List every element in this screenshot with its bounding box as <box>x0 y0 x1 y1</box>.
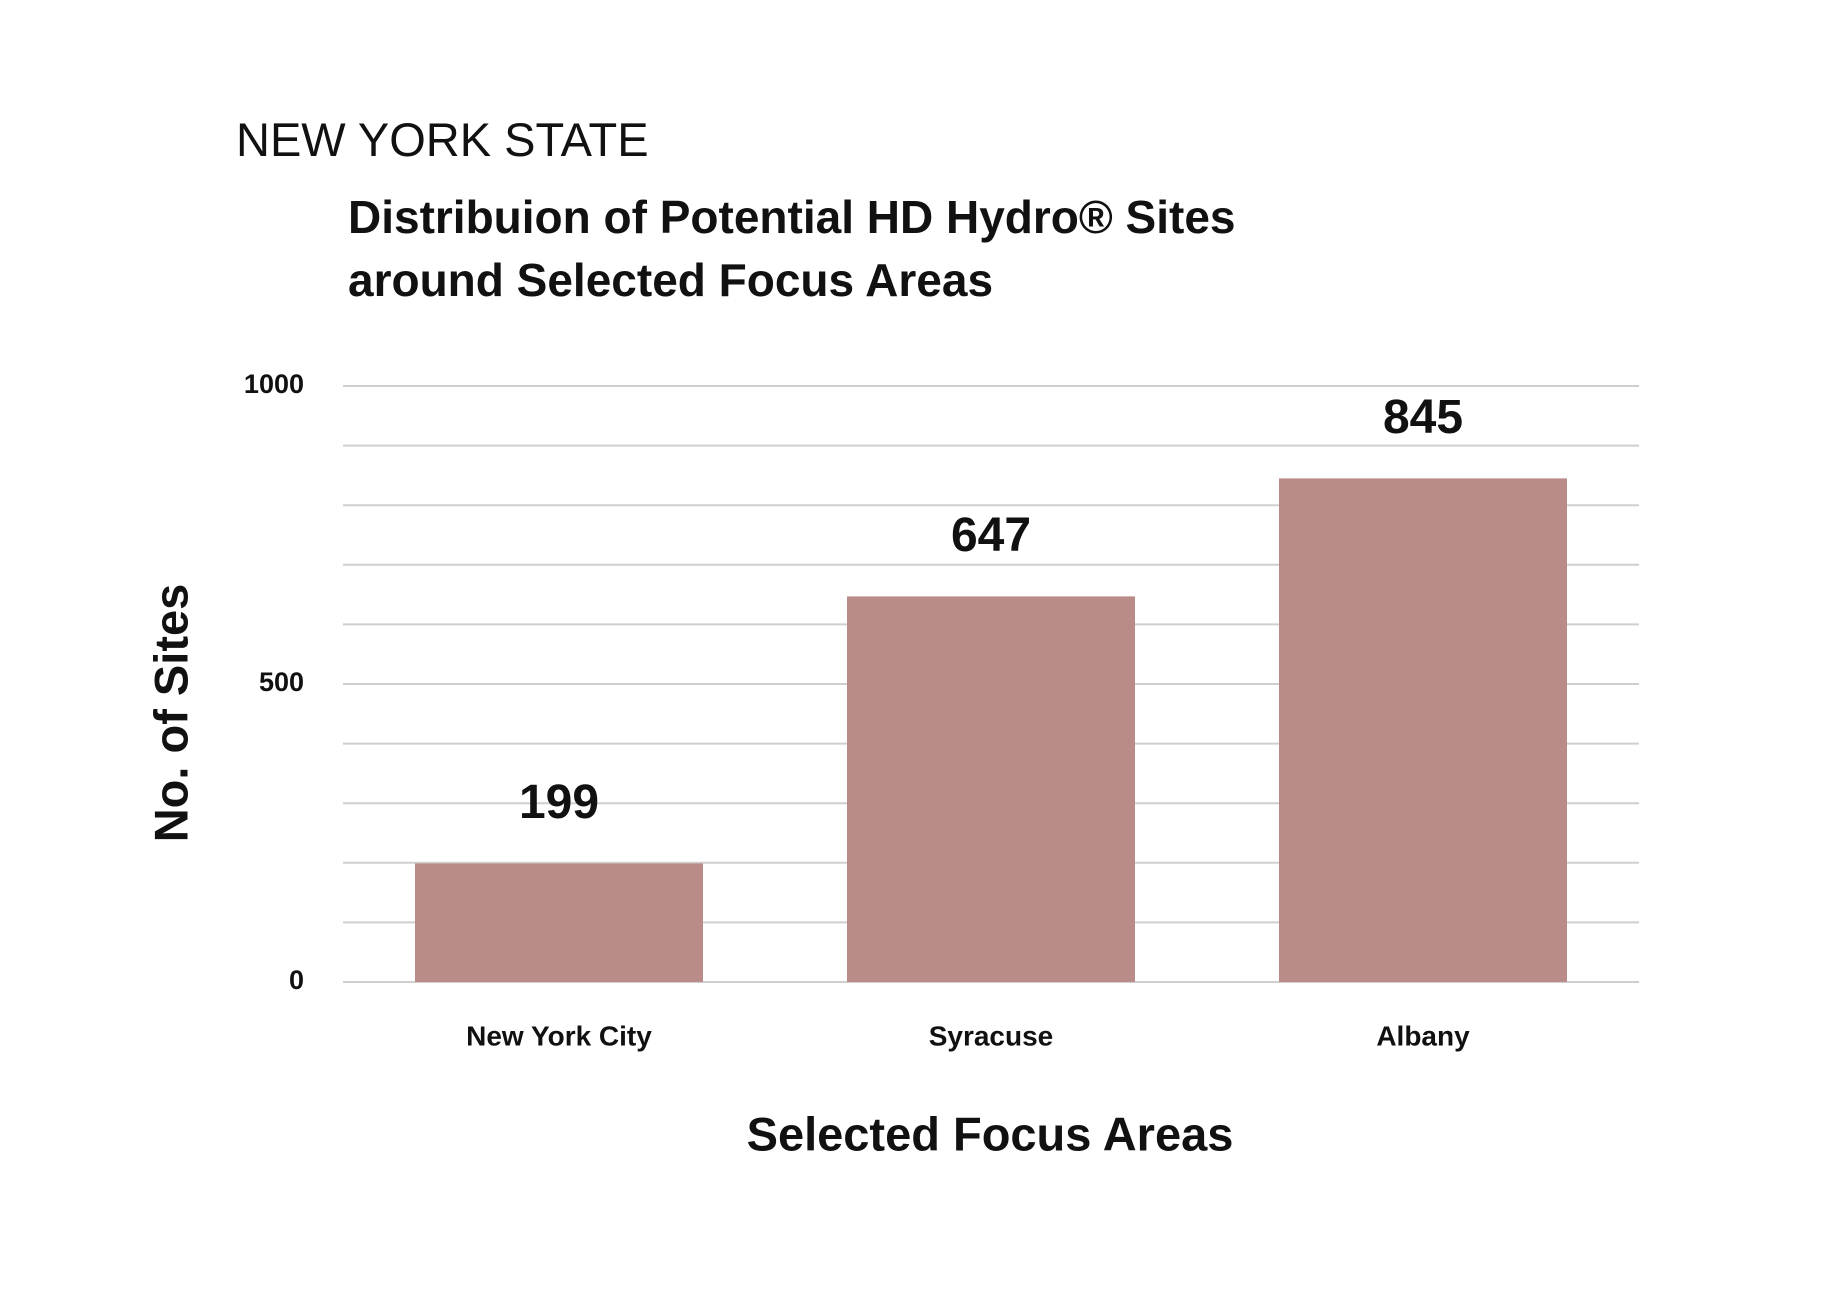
y-axis-title: No. of Sites <box>144 584 197 843</box>
value-label: 845 <box>1383 391 1463 444</box>
chart-title: NEW YORK STATE <box>236 113 649 166</box>
x-axis-title: Selected Focus Areas <box>747 1107 1234 1160</box>
bar <box>1279 478 1567 982</box>
x-tick-label: Syracuse <box>929 1020 1054 1051</box>
bar <box>415 863 703 982</box>
x-tick-label: Albany <box>1376 1020 1470 1051</box>
x-tick-label: New York City <box>466 1020 652 1051</box>
value-label: 199 <box>519 776 599 829</box>
y-tick-label: 0 <box>289 965 304 995</box>
chart-subtitle: Distribuion of Potential HD Hydro® Sites… <box>348 191 1236 306</box>
y-tick-label: 1000 <box>244 369 304 399</box>
y-tick-label: 500 <box>259 667 304 697</box>
bar <box>847 596 1135 982</box>
value-label: 647 <box>951 509 1031 562</box>
